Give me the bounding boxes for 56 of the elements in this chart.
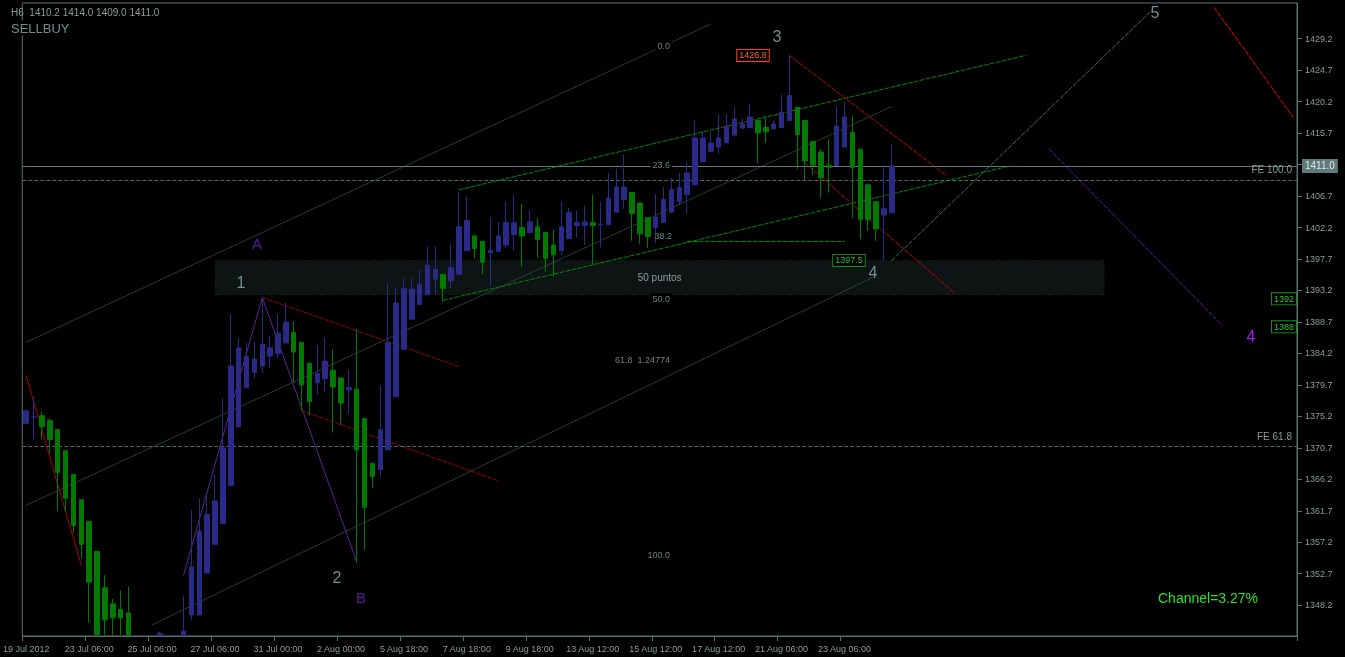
- y-tick-label: 1370.7: [1305, 442, 1333, 453]
- annotation: 4: [868, 263, 878, 281]
- ref-line-label: FE 100.0: [1251, 164, 1293, 176]
- annotation: 2: [332, 568, 342, 586]
- y-tick-label: 1348.2: [1305, 600, 1333, 611]
- annotation: 3: [772, 27, 782, 45]
- annotation: B: [355, 588, 367, 606]
- annotation: 23.6: [652, 160, 670, 171]
- y-tick-label: 1420.2: [1305, 96, 1333, 107]
- x-tick-label: 17 Aug 12:00: [692, 643, 746, 654]
- annotation: 1397.5: [835, 255, 863, 266]
- x-tick-label: 7 Aug 18:00: [442, 643, 491, 654]
- y-tick-label: 1384.2: [1305, 348, 1333, 359]
- chart-title: H6 1410.2 1414.0 1409.0 1411.0: [11, 6, 160, 18]
- x-tick-label: 13 Aug 12:00: [566, 643, 620, 654]
- x-tick-label: 21 Aug 06:00: [755, 643, 809, 654]
- annotation: 0.0: [657, 41, 670, 52]
- x-tick-label: 25 Jul 06:00: [127, 643, 177, 654]
- y-tick-label: 1424.7: [1305, 65, 1333, 76]
- y-tick-label: 1379.7: [1305, 379, 1333, 390]
- annotation: 50.0: [652, 294, 670, 304]
- y-tick-label: 1397.7: [1305, 254, 1333, 264]
- y-tick-label: 1402.2: [1305, 222, 1333, 233]
- y-tick-label: 1366.2: [1305, 474, 1333, 485]
- y-tick-label: 1352.7: [1305, 568, 1333, 579]
- x-tick-label: 23 Jul 06:00: [64, 643, 114, 654]
- y-tick-label: 1429.2: [1305, 33, 1333, 44]
- x-tick-label: 15 Aug 12:00: [629, 643, 683, 654]
- band-label: 50 puntos: [637, 272, 682, 284]
- x-tick-label: 19 Jul 2012: [2, 643, 50, 654]
- annotation: A: [251, 234, 263, 252]
- annotation: 4: [1246, 327, 1256, 345]
- annotation: 5: [1150, 3, 1160, 21]
- x-tick-label: 31 Jul 00:00: [253, 643, 303, 654]
- y-tick-label: 1406.7: [1305, 191, 1333, 202]
- x-tick-label: 23 Aug 06:00: [818, 643, 872, 654]
- x-tick-label: 27 Jul 06:00: [190, 643, 240, 654]
- y-tick-label: 1388.7: [1305, 316, 1333, 327]
- ref-line-label: 1411.0: [1305, 160, 1336, 172]
- annotation: 61.8 1.24774: [614, 355, 670, 365]
- annotation: SELLBUY: [11, 20, 70, 36]
- x-tick-label: 2 Aug 00:00: [316, 643, 365, 654]
- annotation: 1: [236, 273, 246, 291]
- annotation: 1392: [1273, 293, 1295, 304]
- annotation: Channel=3.27%: [1158, 590, 1259, 606]
- x-tick-label: 5 Aug 18:00: [379, 643, 428, 654]
- y-tick-label: 1361.7: [1305, 505, 1333, 516]
- annotation: 100.0: [647, 550, 670, 560]
- y-tick-label: 1415.7: [1305, 128, 1333, 139]
- annotation: 1426.8: [739, 50, 767, 61]
- x-tick-label: 9 Aug 18:00: [505, 643, 554, 654]
- y-tick-label: 1375.2: [1305, 411, 1333, 422]
- annotation: 1388: [1273, 321, 1295, 332]
- y-tick-label: 1357.2: [1305, 537, 1333, 548]
- ref-line-label: FE 61.8: [1256, 430, 1293, 442]
- y-tick-label: 1393.2: [1305, 285, 1333, 296]
